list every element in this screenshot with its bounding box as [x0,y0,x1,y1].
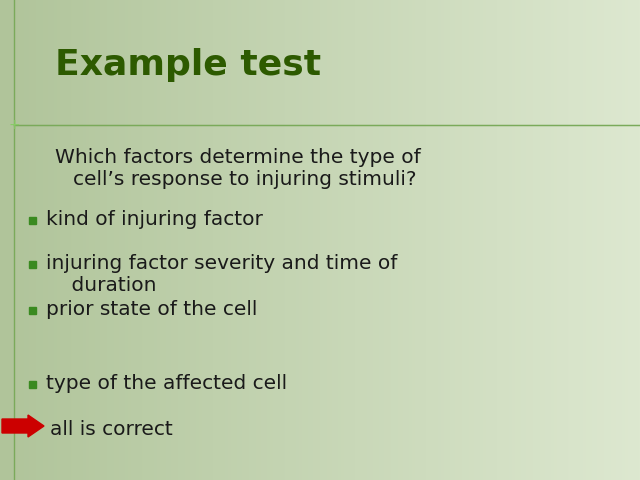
Text: injuring factor severity and time of
    duration: injuring factor severity and time of dur… [46,254,397,295]
Text: +: + [8,118,20,132]
Text: Which factors determine the type of: Which factors determine the type of [55,148,420,167]
Text: prior state of the cell: prior state of the cell [46,300,257,319]
Bar [29,261,35,267]
Text: kind of injuring factor: kind of injuring factor [46,210,263,229]
Bar [29,216,35,224]
FancyArrow shape [2,415,44,437]
Text: Example test: Example test [55,48,321,82]
Text: all is correct: all is correct [50,420,173,439]
Bar [29,381,35,387]
Text: type of the affected cell: type of the affected cell [46,374,287,393]
Bar [29,307,35,313]
Text: cell’s response to injuring stimuli?: cell’s response to injuring stimuli? [73,170,417,189]
